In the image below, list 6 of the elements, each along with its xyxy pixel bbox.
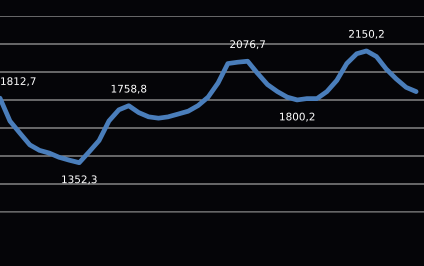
data-label: 2076,7 (230, 40, 265, 50)
data-label: 1812,7 (1, 77, 36, 86)
data-label: 2150,2 (349, 30, 384, 39)
data-label: 1800,2 (280, 112, 314, 122)
data-label: 1352,3 (62, 175, 97, 184)
data-label: 1758,8 (112, 84, 146, 94)
